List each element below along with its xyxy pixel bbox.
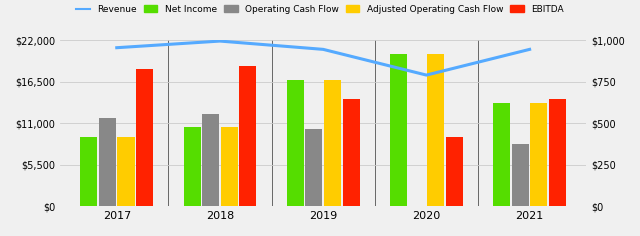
Bar: [239, 66, 257, 206]
Bar: [390, 54, 407, 206]
Bar: [531, 103, 547, 206]
Bar: [202, 114, 220, 206]
Bar: [493, 103, 510, 206]
Bar: [549, 99, 566, 206]
Bar: [221, 127, 238, 206]
Bar: [287, 80, 304, 206]
Bar: [81, 137, 97, 206]
Bar: [99, 118, 116, 206]
Bar: [512, 144, 529, 206]
Bar: [184, 127, 201, 206]
Bar: [305, 129, 323, 206]
Bar: [136, 69, 153, 206]
Bar: [445, 137, 463, 206]
Bar: [342, 99, 360, 206]
Bar: [427, 54, 444, 206]
Bar: [118, 137, 134, 206]
Bar: [324, 80, 341, 206]
Legend: Revenue, Net Income, Operating Cash Flow, Adjusted Operating Cash Flow, EBITDA: Revenue, Net Income, Operating Cash Flow…: [74, 2, 566, 17]
